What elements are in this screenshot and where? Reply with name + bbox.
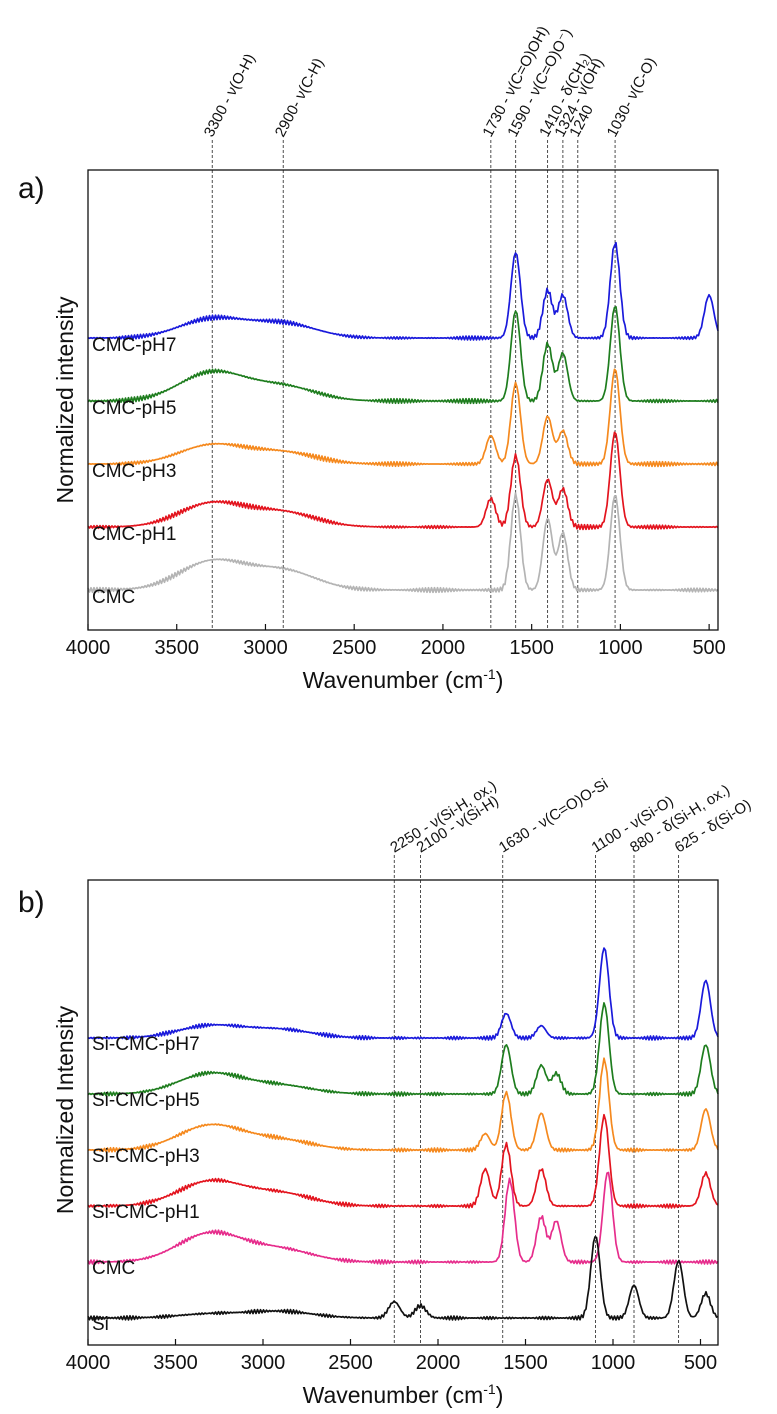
panel-b-x-axis-title: Wavenumber (cm-1): [303, 1381, 504, 1408]
panel-b-guides: 2250 - ν(Si-H, ox.)2100 - ν(Si-H)1630 - …: [387, 775, 754, 1345]
x-tick-label: 2500: [332, 637, 377, 659]
series-label-cmc-ph7: CMC-pH7: [92, 335, 176, 356]
series-label-si-cmc-ph3: Si-CMC-pH3: [92, 1146, 200, 1167]
series-label-cmc-ph3: CMC-pH3: [92, 461, 176, 482]
panel-a-chart: a) 3300 - ν(O-H) 2900- ν(C-H) 1730 - ν(C=O…: [18, 23, 726, 693]
panel-b-x-ticks: 4000 3500 3000 2500 2000 1500 1000 500: [66, 1339, 717, 1374]
x-tick-label: 3000: [243, 637, 288, 659]
panel-b-chart: b) 2250 - ν(Si-H, ox.)2100 - ν(Si-H)1630…: [18, 775, 754, 1408]
x-tick-label: 2500: [328, 1352, 373, 1374]
panel-a-plot-frame: [87, 169, 719, 631]
x-tick-label: 1000: [598, 637, 643, 659]
panel-a-y-axis-title: Normalized intensity: [52, 296, 78, 504]
series-label-si-cmc-ph5: Si-CMC-pH5: [92, 1090, 200, 1111]
peak-annotation-2900: 2900- ν(C-H): [272, 55, 328, 140]
series-line-cmc-ph7: [87, 241, 719, 341]
panel-b-letter: b): [18, 886, 45, 919]
series-line-cmc-ph3: [87, 368, 719, 468]
x-tick-label: 3000: [241, 1352, 286, 1374]
series-label-cmc-ph1: CMC-pH1: [92, 524, 176, 545]
panel-a-x-axis-title: Wavenumber (cm-1): [303, 666, 504, 693]
panel-a-letter: a): [18, 172, 45, 205]
panel-b-series-labels: Si-CMC-pH7 Si-CMC-pH5 Si-CMC-pH3 Si-CMC-pH1…: [92, 1034, 200, 1335]
panel-b-plot-frame: [87, 879, 719, 1346]
series-line-cmc-ph5: [87, 306, 719, 405]
peak-annotation-3300: 3300 - ν(O-H): [201, 51, 259, 140]
series-line-si-cmc-ph1: [87, 1113, 719, 1209]
series-label-si-cmc-ph7: Si-CMC-pH7: [92, 1034, 200, 1055]
series-label-cmc: CMC: [92, 1258, 135, 1279]
series-line-si-cmc-ph3: [87, 1057, 719, 1153]
x-tick-label: 1000: [591, 1352, 636, 1374]
peak-annotation-1030: 1030- ν(C-O): [604, 55, 660, 140]
series-line-cmc: [87, 492, 719, 594]
series-line-si: [87, 1236, 719, 1321]
x-tick-label: 4000: [66, 1352, 111, 1374]
panel-b-y-axis-title: Normalized Intensity: [52, 1005, 78, 1214]
x-tick-label: 500: [684, 1352, 717, 1374]
panel-b-traces: [87, 947, 719, 1321]
series-line-si-cmc-ph5: [87, 1002, 719, 1097]
series-label-si-cmc-ph1: Si-CMC-pH1: [92, 1202, 200, 1223]
series-line-cmc: [87, 1171, 719, 1265]
panel-a-traces: [87, 241, 719, 594]
x-tick-label: 2000: [421, 637, 466, 659]
x-tick-label: 4000: [66, 637, 111, 659]
panel-a-guides: 3300 - ν(O-H) 2900- ν(C-H) 1730 - ν(C=O)OH…: [201, 23, 660, 630]
series-label-cmc-ph5: CMC-pH5: [92, 398, 176, 419]
series-label-cmc: CMC: [92, 587, 135, 608]
x-tick-label: 3500: [153, 1352, 198, 1374]
series-label-si: Si: [92, 1314, 109, 1335]
x-tick-label: 500: [692, 637, 725, 659]
series-line-si-cmc-ph7: [87, 947, 719, 1041]
x-tick-label: 2000: [416, 1352, 461, 1374]
x-tick-label: 1500: [503, 1352, 548, 1374]
panel-a-series-labels: CMC-pH7 CMC-pH5 CMC-pH3 CMC-pH1 CMC: [92, 335, 176, 608]
x-tick-label: 3500: [154, 637, 199, 659]
x-tick-label: 1500: [509, 637, 554, 659]
panel-a-x-ticks: 4000 3500 3000 2500 2000 1500 1000 500: [66, 624, 726, 659]
series-line-cmc-ph1: [87, 431, 719, 531]
